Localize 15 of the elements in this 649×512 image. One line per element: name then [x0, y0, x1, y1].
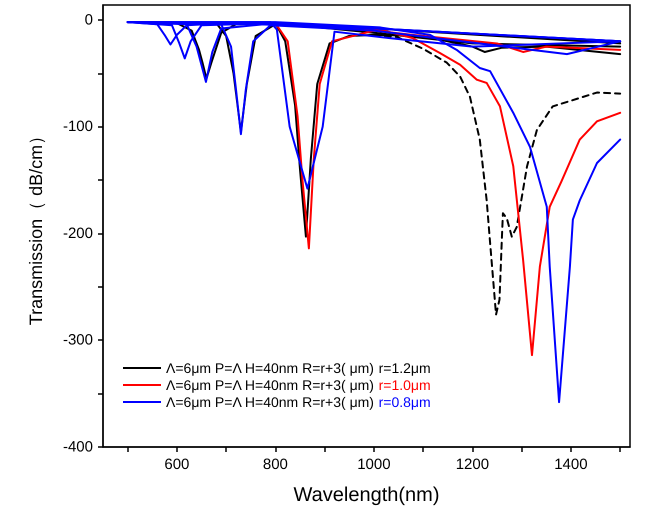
x-tick-label: 1400 — [554, 456, 588, 473]
y-tick-label: 0 — [84, 11, 93, 28]
legend-label: Λ=6μm P=Λ H=40nm R=r+3( μm) r=0.8μm — [166, 394, 431, 410]
x-axis-title: Wavelength(nm) — [294, 484, 440, 506]
x-tick-label: 1000 — [357, 456, 391, 473]
y-tick-label: -300 — [62, 332, 93, 349]
y-tick-label: -400 — [62, 438, 93, 456]
x-tick-label: 800 — [262, 456, 288, 473]
y-tick-label: -100 — [62, 118, 93, 136]
x-tick-label: 1200 — [456, 456, 490, 473]
y-tick-label: -200 — [62, 224, 93, 242]
y-axis-title: Transmission（ dB/cm） — [26, 126, 46, 326]
x-tick-label: 600 — [164, 456, 190, 473]
legend-label: Λ=6μm P=Λ H=40nm R=r+3( μm) r=1.0μm — [166, 377, 431, 393]
legend-label: Λ=6μm P=Λ H=40nm R=r+3( μm) r=1.2μm — [166, 360, 431, 376]
